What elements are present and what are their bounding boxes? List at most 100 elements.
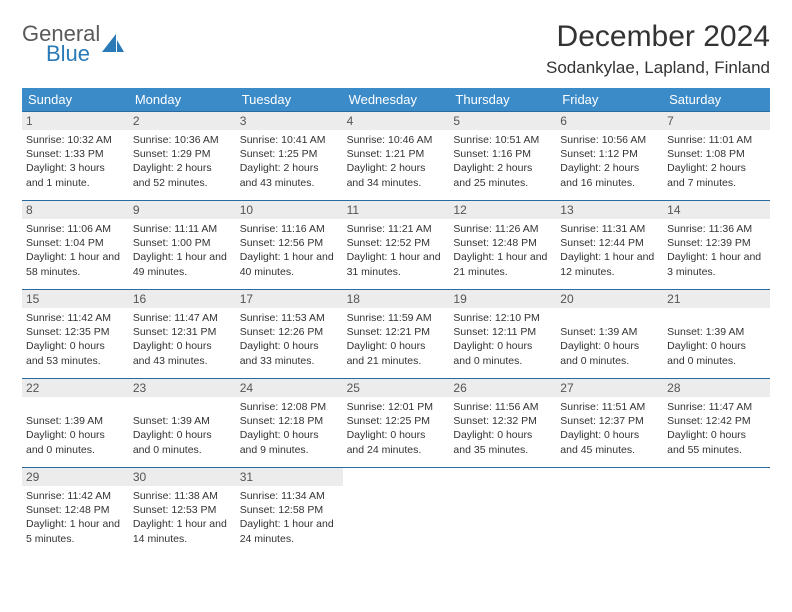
day-number: 25 (343, 379, 450, 397)
sunrise-text: Sunrise: 10:51 AM (453, 133, 552, 147)
day-number: 9 (129, 201, 236, 219)
day-cell: 7 Sunrise: 11:01 AMSunset: 1:08 PMDayligh… (663, 112, 770, 200)
sunset-text: Sunset: 1:12 PM (560, 147, 659, 161)
day-number: 18 (343, 290, 450, 308)
day-header: Wednesday (343, 88, 450, 111)
sunset-text: Sunset: 1:29 PM (133, 147, 232, 161)
day-cell: 6Sunrise: 10:56 AMSunset: 1:12 PMDayligh… (556, 112, 663, 200)
sunrise-text: Sunrise: 10:56 AM (560, 133, 659, 147)
daylight-text: Daylight: 0 hours and 33 minutes. (240, 339, 339, 367)
sunrise-text: Sunrise: 11:36 AM (667, 222, 766, 236)
daylight-text: Daylight: 0 hours and 24 minutes. (347, 428, 446, 456)
sunset-text: Sunset: 12:31 PM (133, 325, 232, 339)
day-number: 14 (663, 201, 770, 219)
daylight-text: Daylight: 0 hours and 43 minutes. (133, 339, 232, 367)
sunset-text: Sunset: 1:04 PM (26, 236, 125, 250)
sunset-text: Sunset: 12:58 PM (240, 503, 339, 517)
day-number: 1 (22, 112, 129, 130)
day-cell: 31Sunrise: 11:34 AMSunset: 12:58 PMDayli… (236, 468, 343, 556)
day-number: 5 (449, 112, 556, 130)
day-number: 4 (343, 112, 450, 130)
sunset-text: Sunset: 1:00 PM (133, 236, 232, 250)
daylight-text: Daylight: 2 hours and 7 minutes. (667, 161, 766, 189)
daylight-text: Daylight: 2 hours and 16 minutes. (560, 161, 659, 189)
sunset-text: Sunset: 12:42 PM (667, 414, 766, 428)
sunrise-text: Sunrise: 11:01 AM (667, 133, 766, 147)
sunset-text: Sunset: 12:21 PM (347, 325, 446, 339)
day-cell: 5Sunrise: 10:51 AMSunset: 1:16 PMDayligh… (449, 112, 556, 200)
day-header: Tuesday (236, 88, 343, 111)
sunset-text: Sunset: 1:21 PM (347, 147, 446, 161)
sunrise-text: Sunrise: 11:53 AM (240, 311, 339, 325)
daylight-text: Daylight: 0 hours and 0 minutes. (560, 339, 659, 367)
day-header: Saturday (663, 88, 770, 111)
day-cell: 25Sunrise: 12:01 PMSunset: 12:25 PMDayli… (343, 379, 450, 467)
daylight-text: Daylight: 1 hour and 3 minutes. (667, 250, 766, 278)
day-cell: 12Sunrise: 11:26 AMSunset: 12:48 PMDayli… (449, 201, 556, 289)
blank (560, 311, 659, 325)
logo-triangle-icon (102, 34, 126, 54)
sunset-text: Sunset: 12:26 PM (240, 325, 339, 339)
day-number: 7 (663, 112, 770, 130)
day-number: 8 (22, 201, 129, 219)
sunrise-text: Sunrise: 11:51 AM (560, 400, 659, 414)
sunrise-text: Sunrise: 11:59 AM (347, 311, 446, 325)
sunrise-text: Sunrise: 11:21 AM (347, 222, 446, 236)
sunrise-text: Sunrise: 11:34 AM (240, 489, 339, 503)
sunset-text: Sunset: 12:52 PM (347, 236, 446, 250)
sunset-text: Sunset: 12:25 PM (347, 414, 446, 428)
sunset-text: Sunset: 12:48 PM (26, 503, 125, 517)
week-row: 8 Sunrise: 11:06 AMSunset: 1:04 PM Dayligh… (22, 200, 770, 289)
sunrise-text: Sunrise: 11:56 AM (453, 400, 552, 414)
day-cell: 11Sunrise: 11:21 AMSunset: 12:52 PMDayli… (343, 201, 450, 289)
daylight-text: Daylight: 0 hours and 0 minutes. (453, 339, 552, 367)
day-cell: 28Sunrise: 11:47 AMSunset: 12:42 PMDayli… (663, 379, 770, 467)
daylight-text: Daylight: 1 hour and 40 minutes. (240, 250, 339, 278)
sunrise-text: Sunrise: 11:31 AM (560, 222, 659, 236)
day-number: 12 (449, 201, 556, 219)
day-number: 27 (556, 379, 663, 397)
day-cell: 13Sunrise: 11:31 AMSunset: 12:44 PMDayli… (556, 201, 663, 289)
day-number: 22 (22, 379, 129, 397)
day-number: 16 (129, 290, 236, 308)
day-cell: 22 Sunset: 1:39 AMDaylight: 0 hours and … (22, 379, 129, 467)
sunset-text: Sunset: 1:39 AM (133, 414, 232, 428)
sunrise-text: Sunrise: 11:06 AM (26, 222, 125, 236)
daylight-text: Daylight: 1 hour and 5 minutes. (26, 517, 125, 545)
day-number: 30 (129, 468, 236, 486)
sunrise-text: Sunrise: 11:42 AM (26, 489, 125, 503)
day-number: 26 (449, 379, 556, 397)
day-cell: 23 Sunset: 1:39 AMDaylight: 0 hours and … (129, 379, 236, 467)
day-number: 2 (129, 112, 236, 130)
sunset-text: Sunset: 1:08 PM (667, 147, 766, 161)
daylight-text: Daylight: 1 hour and 49 minutes. (133, 250, 232, 278)
daylight-text: Daylight: 1 hour and 24 minutes. (240, 517, 339, 545)
day-cell: 19Sunrise: 12:10 PMSunset: 12:11 PMDayli… (449, 290, 556, 378)
sunset-text: Sunset: 12:53 PM (133, 503, 232, 517)
header: General Blue December 2024 Sodankylae, L… (22, 20, 770, 78)
calendar: SundayMondayTuesdayWednesdayThursdayFrid… (22, 88, 770, 556)
day-number: 19 (449, 290, 556, 308)
sunset-text: Sunset: 1:39 AM (560, 325, 659, 339)
sunset-text: Sunset: 12:35 PM (26, 325, 125, 339)
daylight-text: Daylight: 3 hours and 1 minute. (26, 161, 125, 189)
day-cell: 10Sunrise: 11:16 AMSunset: 12:56 PMDayli… (236, 201, 343, 289)
sunset-text: Sunset: 1:39 AM (26, 414, 125, 428)
blank (667, 311, 766, 325)
sunrise-text: Sunrise: 11:38 AM (133, 489, 232, 503)
day-cell: 3Sunrise: 10:41 AMSunset: 1:25 PMDayligh… (236, 112, 343, 200)
sunrise-text: Sunrise: 10:46 AM (347, 133, 446, 147)
day-cell: 21 Sunset: 1:39 AMDaylight: 0 hours and … (663, 290, 770, 378)
sunset-text: Sunset: 1:33 PM (26, 147, 125, 161)
blank (133, 400, 232, 414)
day-number: 3 (236, 112, 343, 130)
sunset-text: Sunset: 1:25 PM (240, 147, 339, 161)
sunset-text: Sunset: 12:18 PM (240, 414, 339, 428)
daylight-text: Daylight: 2 hours and 43 minutes. (240, 161, 339, 189)
sunset-text: Sunset: 1:16 PM (453, 147, 552, 161)
day-header: Thursday (449, 88, 556, 111)
day-cell (663, 468, 770, 556)
sunset-text: Sunset: 12:56 PM (240, 236, 339, 250)
week-row: 15Sunrise: 11:42 AMSunset: 12:35 PMDayli… (22, 289, 770, 378)
day-cell: 4Sunrise: 10:46 AMSunset: 1:21 PMDayligh… (343, 112, 450, 200)
